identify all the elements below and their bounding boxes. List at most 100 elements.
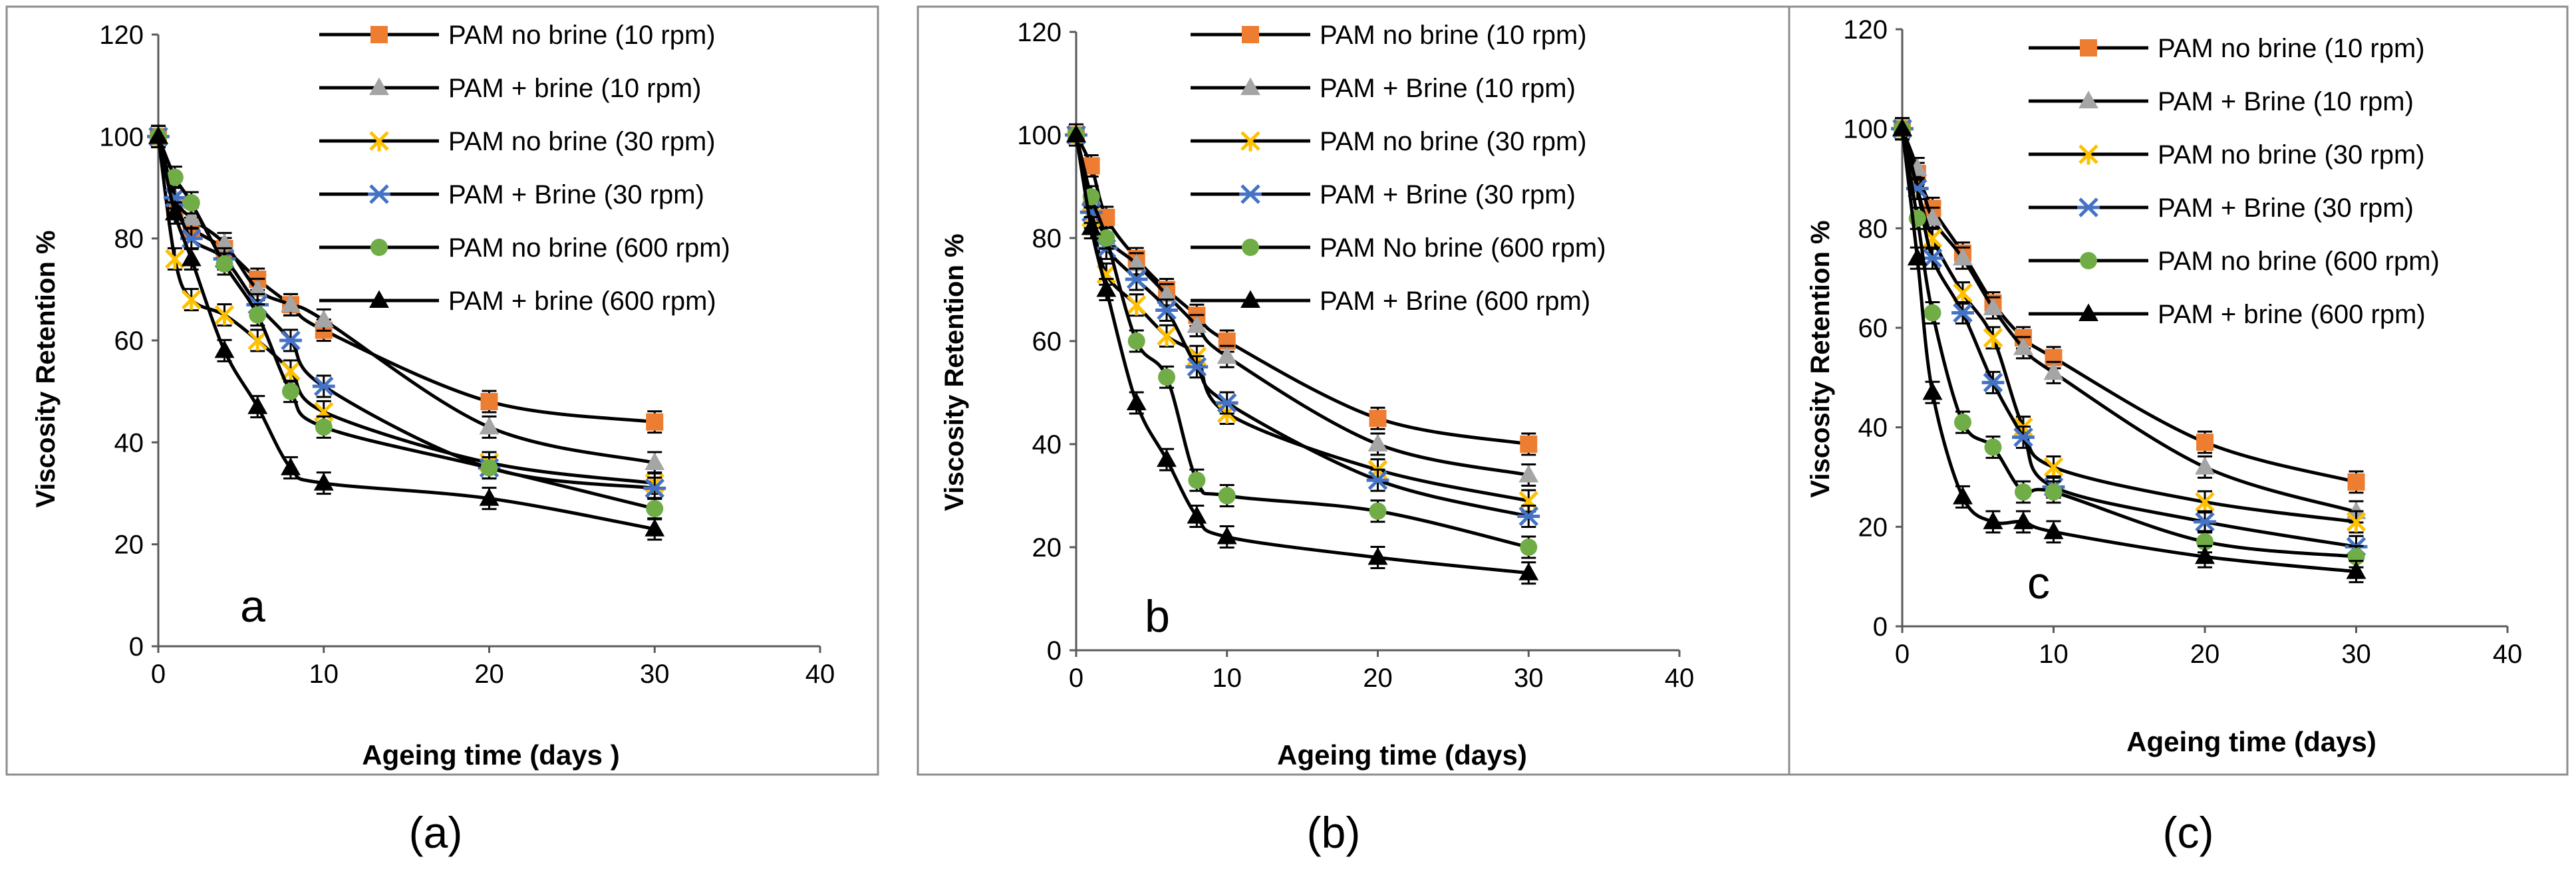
data-point [1215, 393, 1238, 413]
data-point [282, 382, 299, 400]
panel-a-frame [5, 5, 879, 776]
data-point [646, 500, 664, 517]
panel-b-xlabel: Ageing time (days) [1277, 739, 1527, 771]
data-point [181, 207, 202, 226]
y-tick-label: 40 [114, 428, 144, 457]
data-point [2012, 427, 2035, 447]
data-point [2346, 512, 2366, 533]
legend-item: PAM + Brine (10 rpm) [2029, 87, 2414, 116]
legend-label: PAM no brine (30 rpm) [1320, 127, 1587, 156]
y-tick-label: 80 [1858, 214, 1888, 243]
data-point [1126, 253, 1147, 271]
data-point [646, 413, 664, 431]
y-tick-label: 100 [1017, 121, 1062, 150]
data-point [214, 233, 235, 251]
data-point [1366, 470, 1389, 491]
series-c-5 [1892, 117, 2366, 584]
data-point [313, 309, 334, 328]
data-point [1157, 326, 1177, 346]
data-point [1981, 372, 2005, 393]
data-point [1369, 502, 1387, 520]
series-a-4 [150, 124, 664, 521]
legend-marker [2080, 252, 2097, 269]
data-point [181, 248, 202, 267]
panel-c-frame [1788, 5, 2569, 776]
x-tick-label: 40 [805, 660, 835, 689]
data-point [1187, 505, 1207, 524]
data-point [644, 519, 665, 537]
panel-a-caption: (a) [409, 808, 463, 857]
series-a-5 [148, 124, 665, 541]
series-b-5 [1066, 123, 1539, 585]
legend-item: PAM no brine (30 rpm) [2029, 140, 2425, 170]
data-point [281, 294, 301, 312]
legend-marker [2077, 197, 2100, 217]
data-point [480, 393, 498, 410]
x-tick-label: 0 [151, 660, 166, 689]
legend-label: PAM no brine (600 rpm) [2158, 247, 2440, 276]
data-point [480, 459, 498, 477]
panel-a-xlabel: Ageing time (days ) [362, 739, 619, 771]
legend-marker [369, 290, 389, 309]
y-tick-label: 0 [129, 632, 144, 662]
x-tick-label: 20 [474, 660, 504, 689]
legend-c: PAM no brine (10 rpm) PAM + Brine (10 rpm… [2029, 34, 2440, 329]
legend-item: PAM no brine (600 rpm) [2029, 247, 2440, 276]
y-tick-label: 120 [1843, 15, 1888, 45]
data-point [1081, 217, 1101, 235]
data-point [2346, 561, 2366, 579]
data-point [1984, 438, 2002, 456]
data-point [2013, 511, 2033, 529]
legend-item: PAM + Brine (30 rpm) [2029, 193, 2414, 223]
legend-label: PAM + brine (10 rpm) [448, 74, 702, 103]
panel-c-plot: 0 20 40 60 80 100 120 0 10 20 30 40 PAM no brine (10… [1843, 15, 2522, 669]
data-point [2043, 521, 2064, 539]
x-tick-label: 40 [2493, 640, 2523, 669]
y-tick-label: 80 [1032, 224, 1062, 253]
legend-item: PAM + brine (600 rpm) [2029, 300, 2426, 329]
data-point [249, 306, 267, 324]
legend-marker [1240, 77, 1260, 96]
y-tick-label: 20 [1858, 513, 1888, 542]
data-point [1367, 434, 1388, 452]
legend-item: PAM no brine (30 rpm) [1191, 127, 1587, 156]
legend-marker [369, 77, 389, 96]
legend-a: PAM no brine (10 rpm) PAM + brine (10 rpm… [319, 21, 730, 316]
y-tick-label: 120 [99, 21, 144, 50]
data-point [2195, 456, 2215, 475]
legend-label: PAM + brine (600 rpm) [448, 287, 716, 316]
legend-label: PAM no brine (10 rpm) [2158, 34, 2425, 63]
data-point [215, 255, 233, 273]
y-tick-label: 60 [1858, 314, 1888, 343]
panel-b-ylabel: Viscosity Retention % [940, 233, 969, 511]
y-tick-label: 120 [1017, 18, 1062, 47]
data-point [165, 249, 185, 269]
panel-a-letter: a [240, 581, 265, 632]
x-tick-label: 10 [2039, 640, 2069, 669]
legend-marker [1242, 239, 1259, 256]
data-point [2194, 512, 2216, 532]
legend-marker [2080, 39, 2097, 57]
legend-label: PAM + Brine (30 rpm) [1320, 180, 1576, 209]
data-point [1097, 229, 1115, 247]
data-point [1127, 332, 1145, 350]
data-point [182, 194, 200, 211]
x-tick-label: 0 [1069, 664, 1083, 693]
y-tick-label: 80 [114, 225, 144, 254]
data-point [1517, 506, 1540, 527]
data-point [1953, 247, 1973, 266]
data-point [1369, 410, 1387, 428]
data-point [1983, 297, 2003, 316]
data-point [1157, 449, 1177, 467]
legend-label: PAM no brine (30 rpm) [448, 127, 716, 156]
y-tick-label: 40 [1858, 414, 1888, 443]
data-point [164, 202, 185, 221]
legend-marker [1240, 131, 1260, 152]
x-tick-label: 10 [309, 660, 339, 689]
legend-label: PAM no brine (600 rpm) [448, 233, 730, 263]
data-point [2347, 473, 2365, 491]
x-tick-label: 30 [1514, 664, 1544, 693]
data-point [1066, 124, 1086, 143]
legend-marker [2078, 144, 2098, 165]
